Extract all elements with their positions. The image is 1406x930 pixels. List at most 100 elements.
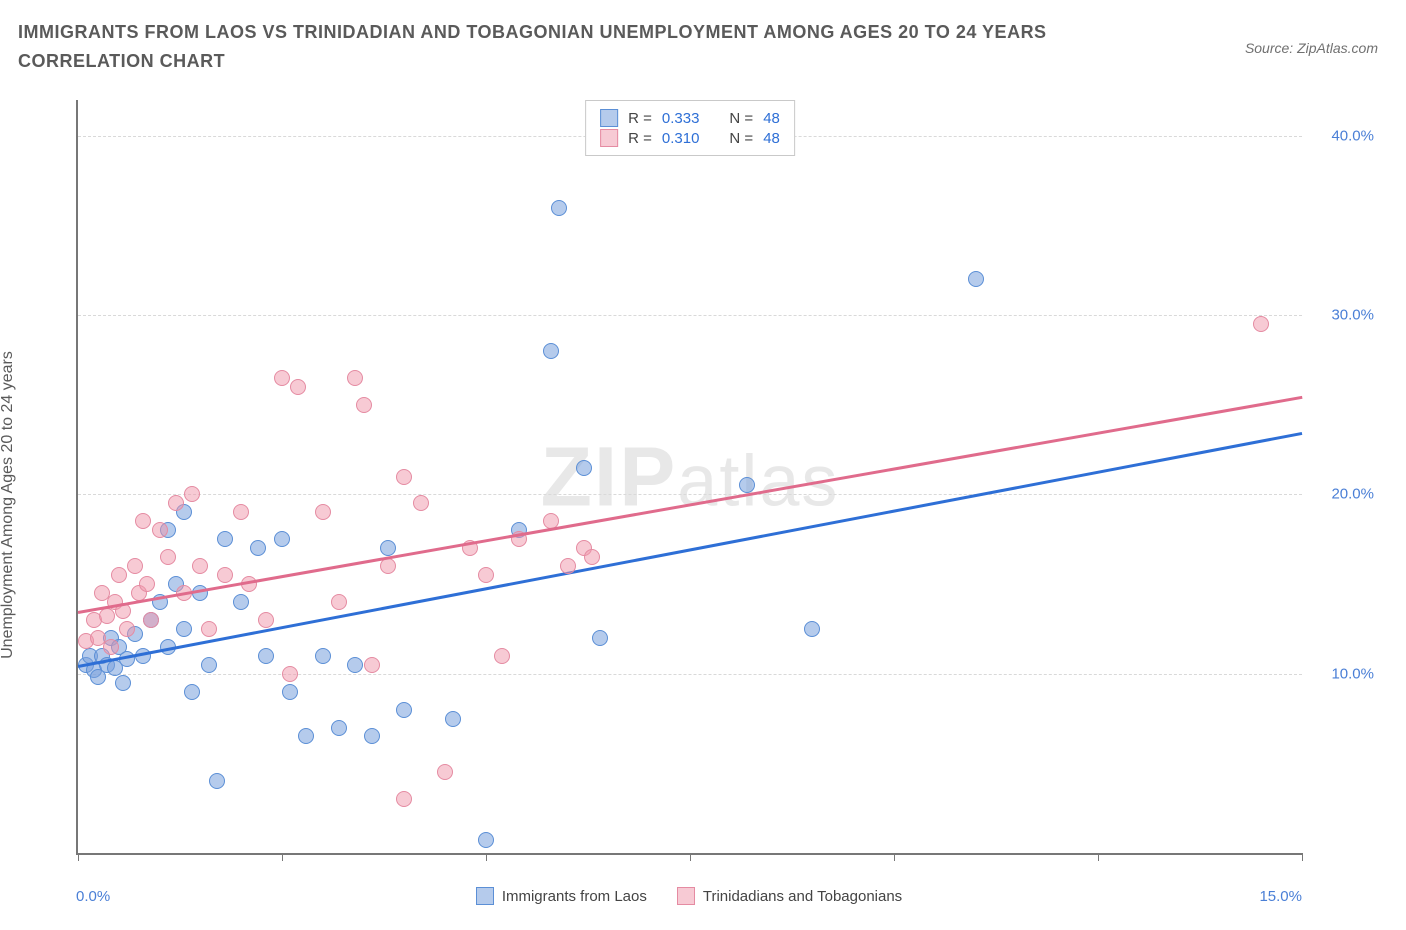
data-point: [160, 549, 176, 565]
data-point: [364, 728, 380, 744]
data-point: [184, 684, 200, 700]
data-point: [233, 504, 249, 520]
data-point: [804, 621, 820, 637]
data-point: [103, 639, 119, 655]
x-min-label: 0.0%: [76, 888, 110, 905]
legend-swatch: [476, 887, 494, 905]
x-max-label: 15.0%: [1259, 888, 1302, 905]
y-axis-label: Unemployment Among Ages 20 to 24 years: [0, 351, 17, 659]
correlation-legend: R =0.333N =48R =0.310N =48: [585, 100, 795, 156]
data-point: [739, 477, 755, 493]
x-tick: [282, 853, 283, 861]
data-point: [119, 621, 135, 637]
y-tick-label: 30.0%: [1331, 307, 1374, 324]
trend-line: [78, 396, 1303, 614]
data-point: [315, 648, 331, 664]
legend-swatch: [600, 109, 618, 127]
data-point: [99, 608, 115, 624]
y-tick-label: 40.0%: [1331, 127, 1374, 144]
data-point: [127, 558, 143, 574]
data-point: [201, 657, 217, 673]
data-point: [396, 791, 412, 807]
data-point: [217, 531, 233, 547]
series-legend-item: Immigrants from Laos: [476, 887, 647, 905]
legend-swatch: [677, 887, 695, 905]
data-point: [184, 486, 200, 502]
data-point: [233, 594, 249, 610]
legend-r-label: R =: [628, 130, 652, 147]
data-point: [331, 720, 347, 736]
data-point: [331, 594, 347, 610]
legend-n-label: N =: [729, 130, 753, 147]
x-tick: [486, 853, 487, 861]
data-point: [250, 540, 266, 556]
data-point: [152, 522, 168, 538]
data-point: [551, 200, 567, 216]
y-tick-label: 10.0%: [1331, 665, 1374, 682]
x-tick: [78, 853, 79, 861]
data-point: [290, 379, 306, 395]
page-title: IMMIGRANTS FROM LAOS VS TRINIDADIAN AND …: [18, 18, 1118, 76]
data-point: [139, 576, 155, 592]
x-tick: [1302, 853, 1303, 861]
data-point: [315, 504, 331, 520]
data-point: [258, 612, 274, 628]
data-point: [380, 540, 396, 556]
data-point: [209, 773, 225, 789]
data-point: [445, 711, 461, 727]
gridline: [78, 674, 1302, 675]
data-point: [380, 558, 396, 574]
legend-r-value: 0.310: [662, 130, 700, 147]
source-attribution: Source: ZipAtlas.com: [1245, 40, 1378, 56]
data-point: [347, 370, 363, 386]
data-point: [576, 460, 592, 476]
data-point: [478, 567, 494, 583]
data-point: [282, 684, 298, 700]
data-point: [413, 495, 429, 511]
gridline: [78, 494, 1302, 495]
series-legend-label: Immigrants from Laos: [502, 888, 647, 905]
data-point: [396, 702, 412, 718]
legend-row: R =0.333N =48: [600, 109, 780, 127]
data-point: [968, 271, 984, 287]
data-point: [143, 612, 159, 628]
data-point: [356, 397, 372, 413]
data-point: [201, 621, 217, 637]
data-point: [176, 621, 192, 637]
data-point: [396, 469, 412, 485]
series-legend-label: Trinidadians and Tobagonians: [703, 888, 902, 905]
series-legend-item: Trinidadians and Tobagonians: [677, 887, 902, 905]
legend-r-value: 0.333: [662, 110, 700, 127]
data-point: [115, 675, 131, 691]
legend-n-value: 48: [763, 130, 780, 147]
data-point: [258, 648, 274, 664]
legend-n-value: 48: [763, 110, 780, 127]
gridline: [78, 315, 1302, 316]
data-point: [560, 558, 576, 574]
data-point: [135, 513, 151, 529]
data-point: [592, 630, 608, 646]
data-point: [168, 495, 184, 511]
chart-container: Unemployment Among Ages 20 to 24 years Z…: [18, 100, 1384, 910]
data-point: [584, 549, 600, 565]
legend-row: R = 0.310 N = 48: [600, 129, 780, 147]
x-tick: [690, 853, 691, 861]
legend-n-label: N =: [729, 110, 753, 127]
data-point: [298, 728, 314, 744]
data-point: [494, 648, 510, 664]
data-point: [478, 832, 494, 848]
data-point: [543, 343, 559, 359]
data-point: [217, 567, 233, 583]
data-point: [282, 666, 298, 682]
data-point: [347, 657, 363, 673]
legend-swatch: [600, 129, 618, 147]
x-tick: [894, 853, 895, 861]
data-point: [437, 764, 453, 780]
data-point: [1253, 316, 1269, 332]
data-point: [274, 531, 290, 547]
y-tick-label: 20.0%: [1331, 486, 1374, 503]
x-tick: [1098, 853, 1099, 861]
plot-area: ZIPatlas R =0.333N =48R =0.310N =48 10.0…: [76, 100, 1302, 855]
data-point: [364, 657, 380, 673]
data-point: [111, 567, 127, 583]
